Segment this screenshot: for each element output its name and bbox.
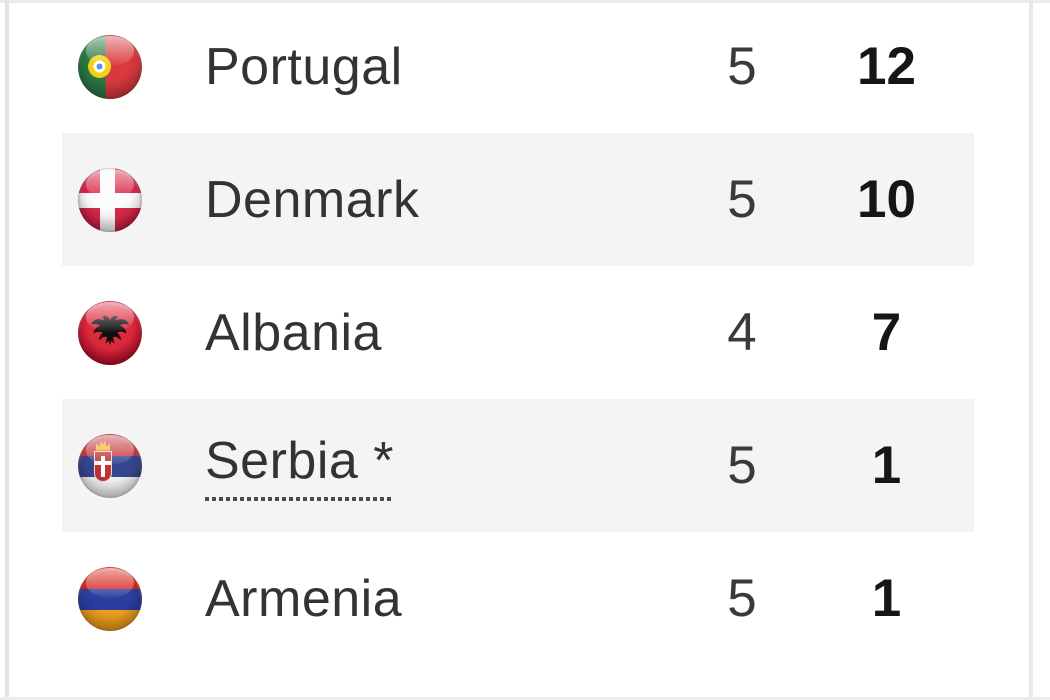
- points-value: 1: [871, 569, 902, 628]
- team-name-annotated-link[interactable]: Serbia *: [205, 430, 394, 501]
- team-name: Denmark: [205, 170, 685, 230]
- panel-top-border: [0, 0, 1050, 3]
- portugal-emblem: [88, 54, 111, 78]
- denmark-cross-horizontal: [78, 192, 142, 208]
- games-played-value: 5: [727, 436, 757, 495]
- denmark-cross-vertical: [100, 167, 115, 232]
- games-played-value: 5: [727, 569, 757, 628]
- serbia-crown-emblem: [96, 441, 110, 451]
- table-row: Albania 4 7: [62, 266, 974, 399]
- albania-flag-icon: [78, 300, 142, 365]
- team-name: Albania: [205, 303, 685, 363]
- standings-table: Portugal 5 12 Denmark 5 10 Albania 4 7: [62, 0, 974, 665]
- panel-left-border: [5, 0, 9, 700]
- portugal-flag-icon: [78, 34, 142, 99]
- panel-right-border: [1029, 0, 1033, 700]
- serbia-shield-emblem: [94, 450, 112, 482]
- points-value: 1: [871, 436, 902, 495]
- team-name: Portugal: [205, 37, 685, 97]
- table-row: Portugal 5 12: [62, 0, 974, 133]
- games-played-value: 5: [727, 37, 757, 96]
- table-row: Denmark 5 10: [62, 133, 974, 266]
- serbia-flag-icon: [78, 433, 142, 498]
- games-played-value: 4: [727, 303, 757, 362]
- panel-bottom-border: [0, 697, 1050, 700]
- points-value: 10: [857, 170, 916, 229]
- points-value: 7: [871, 303, 902, 362]
- team-name: Armenia: [205, 569, 685, 629]
- armenia-flag-icon: [78, 566, 142, 631]
- table-row: Armenia 5 1: [62, 532, 974, 665]
- team-name-label: Portugal: [205, 37, 403, 96]
- denmark-flag-icon: [78, 167, 142, 232]
- games-played-value: 5: [727, 170, 757, 229]
- table-row: Serbia * 5 1: [62, 399, 974, 532]
- team-name: Serbia *: [205, 430, 685, 501]
- albania-eagle-emblem: [91, 315, 129, 345]
- team-name-label: Armenia: [205, 569, 403, 628]
- team-name-label: Denmark: [205, 170, 420, 229]
- points-value: 12: [857, 37, 916, 96]
- team-name-label: Albania: [205, 303, 382, 362]
